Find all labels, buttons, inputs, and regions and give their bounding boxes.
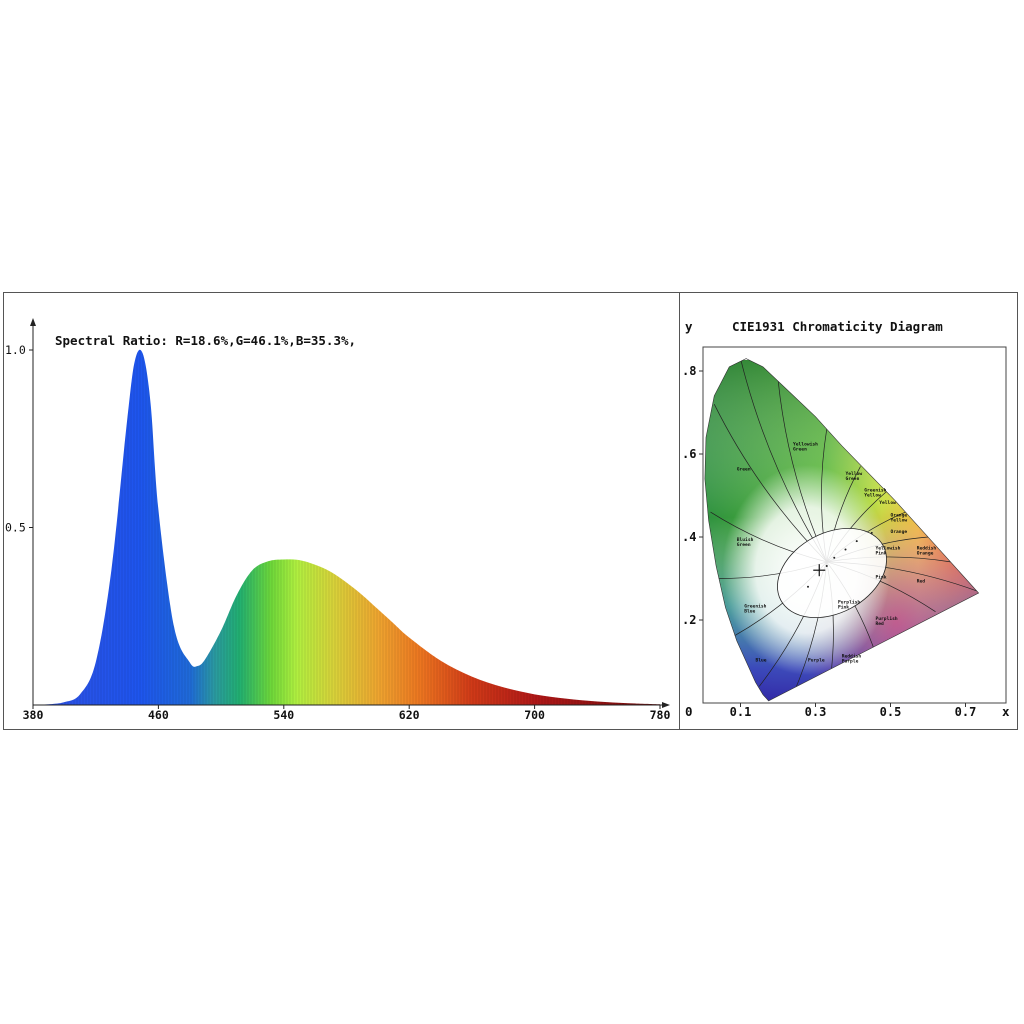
spectrum-x-tick-label: 780	[650, 708, 671, 722]
cie-region-label: Yellow Green	[846, 471, 863, 482]
spectrum-x-tick-label: 460	[148, 708, 169, 722]
cie-spectral-locus	[704, 358, 980, 702]
cie-chromaticity-marker	[807, 531, 873, 588]
cie-region-label: Yellow	[879, 500, 896, 506]
panel-divider	[679, 292, 680, 730]
cie-region-label: Yellowish Green	[793, 442, 818, 453]
spectrum-x-ticks: 380 460 540 620 700 780	[23, 705, 671, 722]
cie-white-region	[777, 528, 887, 618]
cie-y-tick-label: .2	[682, 613, 696, 627]
cie-x-axis-label: x	[1002, 704, 1010, 719]
spectrum-x-tick-label: 700	[524, 708, 545, 722]
cie-x-tick-label: 0.5	[880, 705, 902, 719]
cie-region-label: Purple	[808, 658, 825, 664]
cie-region-label: Green	[737, 467, 751, 473]
cie-y-ticks: .2 .4 .6 .8	[682, 364, 703, 627]
cie-x-tick-label: 0.3	[805, 705, 827, 719]
planckian-point	[855, 540, 858, 543]
planckian-point	[833, 556, 836, 559]
cie-region-label: Orange	[891, 529, 908, 535]
spectrum-title: Spectral Ratio: R=18.6%,G=46.1%,B=35.3%,	[55, 333, 356, 348]
cie-origin-label: 0	[685, 704, 693, 719]
cie-region-label: Orange Yellow	[891, 512, 908, 523]
cie-y-axis-label: y	[685, 319, 693, 334]
cie-region-label: Reddish Purple	[842, 653, 862, 664]
cie-region-label: Reddish Orange	[917, 545, 937, 556]
planckian-point	[825, 565, 828, 568]
cie-region-label: Pink	[876, 575, 887, 581]
cie-y-tick-label: .4	[682, 530, 696, 544]
spectrum-y-ticks: 1.0 0.5	[5, 343, 33, 535]
cie-title: CIE1931 Chromaticity Diagram	[732, 319, 943, 334]
cie-region-label: Purplish Red	[876, 616, 898, 627]
spectrum-y-tick-label: 0.5	[5, 521, 26, 535]
cie-x-ticks: 0.1 0.3 0.5 0.7	[730, 703, 977, 719]
cie-region-label: Yellowish Pink	[876, 545, 901, 556]
spectrum-curve	[33, 349, 660, 705]
planckian-point	[870, 531, 873, 534]
spectrum-x-tick-label: 380	[23, 708, 44, 722]
cie-y-tick-label: .6	[682, 447, 696, 461]
spectrum-x-tick-label: 540	[273, 708, 294, 722]
planckian-point	[807, 585, 809, 588]
planckian-point	[844, 548, 847, 551]
cie-plot-border	[702, 346, 1007, 704]
spectrum-x-tick-label: 620	[399, 708, 420, 722]
cie-x-tick-label: 0.1	[730, 705, 752, 719]
cie-x-tick-label: 0.7	[955, 705, 977, 719]
spectrum-y-tick-label: 1.0	[5, 343, 26, 357]
cie-region-label: Blue	[756, 658, 767, 664]
cie-region-label: Red	[917, 579, 926, 585]
cie-region-label: Greenish Blue	[744, 604, 766, 615]
cie-region-label: Purplish Pink	[838, 599, 860, 610]
cie-y-tick-label: .8	[682, 364, 696, 378]
cie-region-label: Greenish Yellow	[864, 487, 886, 498]
y-axis-arrow	[30, 318, 36, 326]
x-axis-arrow	[662, 702, 670, 708]
cie-region-label: Bluish Green	[737, 537, 754, 548]
